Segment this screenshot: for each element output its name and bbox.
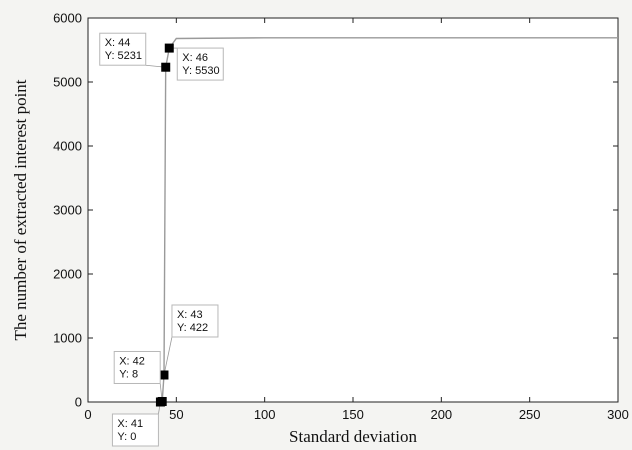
plot-area — [87, 17, 619, 403]
y-tick-label: 6000 — [53, 11, 82, 26]
datatip: X: 46Y: 5530 — [176, 47, 224, 81]
datatip-leader — [163, 336, 173, 376]
y-tick-label: 1000 — [53, 331, 82, 346]
datatip: X: 41Y: 0 — [111, 413, 159, 447]
data-markers — [155, 43, 174, 407]
datatip-box — [176, 47, 224, 81]
x-tick-label: 100 — [254, 407, 276, 422]
y-tick-label: 5000 — [53, 75, 82, 90]
datatip-x-label: X: 46 — [182, 52, 208, 64]
x-tick-label: 200 — [430, 407, 452, 422]
datatip-y-label: Y: 5530 — [182, 65, 219, 77]
data-marker — [164, 43, 174, 53]
datatip-box — [113, 350, 161, 384]
y-axis: 0 1000 2000 3000 4000 5000 6000 — [53, 11, 618, 410]
x-axis: 0 50 100 150 200 250 300 — [84, 18, 629, 422]
datatip-box — [99, 32, 147, 66]
x-tick-label: 50 — [169, 407, 183, 422]
datatip-y-label: Y: 5231 — [105, 50, 142, 62]
datatip: X: 42Y: 8 — [113, 350, 161, 384]
x-tick-label: 0 — [84, 407, 91, 422]
datatip-x-label: X: 44 — [105, 37, 131, 49]
y-tick-label: 0 — [75, 395, 82, 410]
data-marker — [159, 370, 169, 380]
x-tick-label: 250 — [519, 407, 541, 422]
datatip-y-label: Y: 8 — [119, 368, 138, 380]
datatip-x-label: X: 43 — [177, 309, 203, 321]
x-axis-title: Standard deviation — [289, 427, 417, 446]
datatip: X: 44Y: 5231 — [99, 32, 147, 66]
datatip-y-label: Y: 422 — [177, 322, 208, 334]
y-axis-title: The number of extracted interest point — [11, 79, 30, 340]
y-tick-label: 3000 — [53, 203, 82, 218]
datatips: X: 41Y: 0 X: 42Y: 8 X: 43Y: 422 X: 44Y: 523… — [99, 32, 224, 447]
data-marker — [157, 396, 167, 406]
y-tick-label: 2000 — [53, 267, 82, 282]
datatip: X: 43Y: 422 — [171, 304, 219, 338]
datatip-x-label: X: 41 — [117, 418, 143, 430]
datatip-box — [111, 413, 159, 447]
datatip-box — [171, 304, 219, 338]
datatip-y-label: Y: 0 — [117, 431, 136, 443]
data-marker — [161, 62, 171, 72]
x-tick-label: 300 — [607, 407, 629, 422]
series-line — [160, 37, 618, 403]
datatip-x-label: X: 42 — [119, 355, 145, 367]
x-tick-label: 150 — [342, 407, 364, 422]
y-tick-label: 4000 — [53, 139, 82, 154]
